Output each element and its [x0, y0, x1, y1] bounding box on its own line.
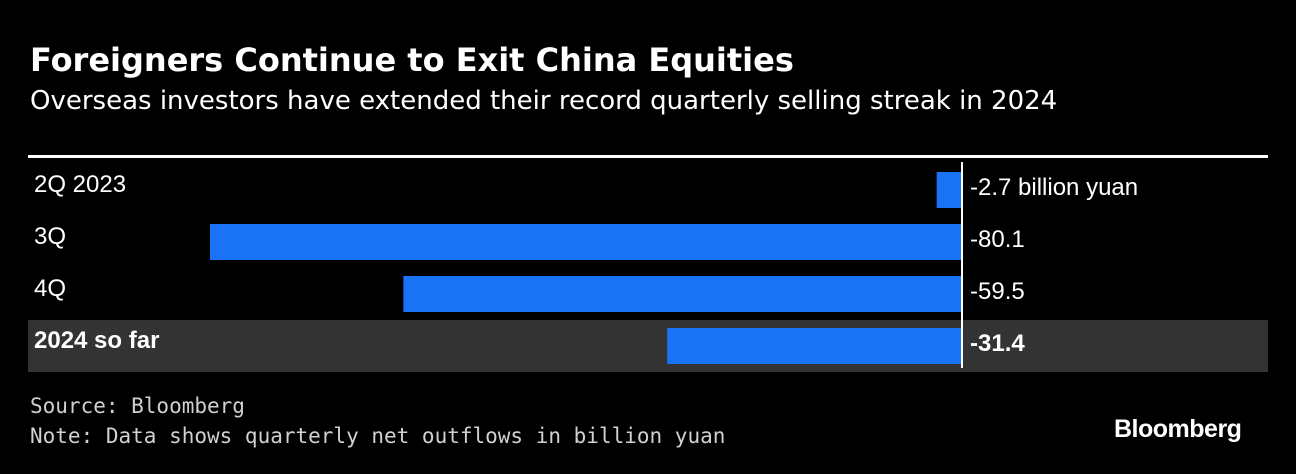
- data-note: Note: Data shows quarterly net outflows …: [30, 424, 726, 448]
- category-label: 4Q: [34, 275, 66, 302]
- bar-4q: [403, 276, 962, 312]
- bar-2q-2023: [936, 172, 962, 208]
- value-label: -80.1: [970, 226, 1025, 253]
- bloomberg-logo: Bloomberg: [1114, 415, 1242, 443]
- value-label: -59.5: [970, 278, 1025, 305]
- category-label: 3Q: [34, 223, 66, 250]
- value-label: -31.4: [970, 330, 1025, 357]
- chart-subtitle: Overseas investors have extended their r…: [30, 86, 1058, 116]
- source-note: Source: Bloomberg: [30, 394, 245, 418]
- highlight-row-background: [28, 320, 1268, 372]
- bar-2024-so-far: [667, 328, 962, 364]
- category-label: 2024 so far: [34, 327, 159, 354]
- value-label: -2.7 billion yuan: [970, 174, 1138, 201]
- bar-3q: [210, 224, 962, 260]
- chart-title: Foreigners Continue to Exit China Equiti…: [30, 41, 794, 79]
- category-label: 2Q 2023: [34, 171, 126, 198]
- top-rule: [28, 155, 1268, 158]
